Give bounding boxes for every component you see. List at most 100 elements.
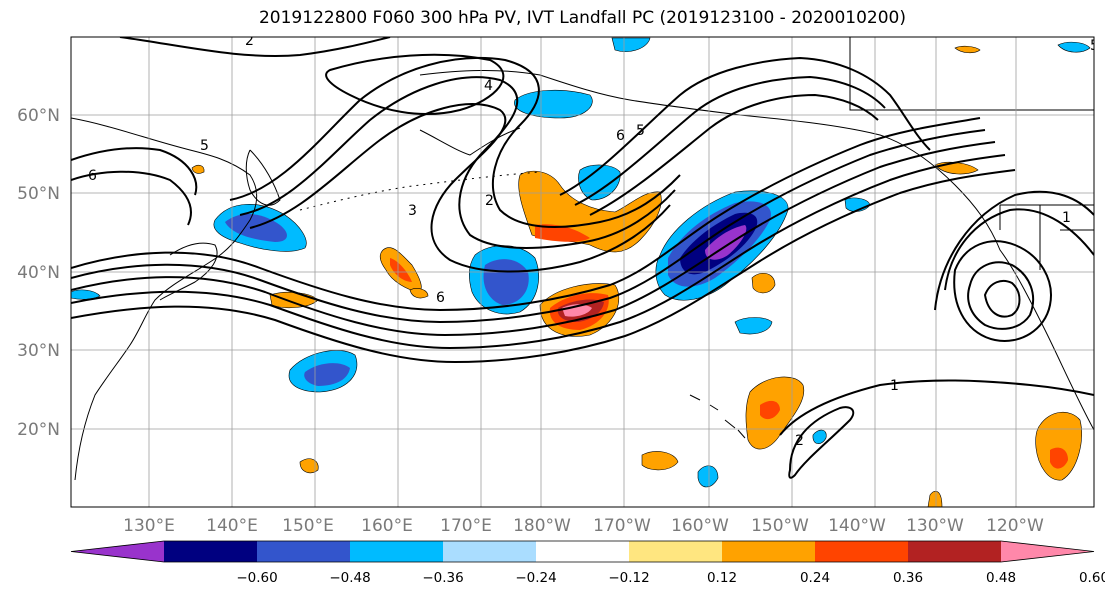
pv-closed-north [325, 53, 505, 116]
pv-trough-1 [249, 103, 671, 273]
contour-label-11: 5 [1090, 38, 1099, 54]
pv-trough-3 [229, 56, 681, 228]
positive-anomaly-small-2 [409, 288, 429, 299]
colorbar-segment [443, 541, 536, 562]
colorbar-tick-label: 0.24 [800, 570, 830, 586]
anomaly-shading [71, 37, 1091, 507]
contour-labels: 1 2 2 2 3 4 5 6 6 5 5 6 1 [88, 33, 1099, 449]
lon-label-140e: 140°E [206, 516, 258, 536]
contour-label-6: 4 [484, 78, 493, 94]
positive-anomaly-small-5 [751, 272, 776, 294]
pv-contour-west-2 [71, 170, 192, 226]
pv-contours [71, 37, 1094, 479]
colorbar-segment [71, 541, 164, 562]
positive-anomaly-east-core [1050, 447, 1068, 469]
colorbar-tick-label: −0.24 [515, 570, 556, 586]
pv-trough-2 [239, 76, 676, 249]
negative-anomaly-small-1 [578, 164, 621, 201]
lon-label-150e: 150°E [282, 516, 334, 536]
positive-anomaly-small-7 [299, 458, 319, 474]
coastline-bering [419, 127, 521, 156]
negative-anomaly-small-5 [812, 429, 827, 444]
lon-label-120w: 120°W [986, 516, 1044, 536]
colorbar-tick-label: −0.12 [608, 570, 649, 586]
colorbar-tick-label: 0.12 [707, 570, 737, 586]
lat-label-40n: 40°N [17, 263, 60, 283]
positive-anomaly-small-6 [641, 451, 679, 471]
positive-anomaly-trough-core [535, 224, 590, 242]
lon-label-170w: 170°W [593, 516, 651, 536]
pv-ridge-1 [559, 56, 931, 196]
colorbar-segment [350, 541, 443, 562]
coastline-us-states [999, 204, 1094, 270]
coastline-aleutians [299, 171, 541, 211]
coastline-asia [71, 117, 258, 481]
pv-contour-east-wave [944, 208, 1094, 291]
map-frame [70, 36, 1095, 508]
pv-contour-east-closed-3 [983, 279, 1021, 318]
positive-anomaly-south-core [760, 400, 780, 420]
negative-anomaly-small-6 [697, 465, 719, 488]
latitude-labels: 60°N 50°N 40°N 30°N 20°N [17, 106, 60, 440]
pv-contour-2-south [788, 406, 855, 479]
colorbar: −0.60 −0.48 −0.36 −0.24 −0.12 0.12 0.24 0.36 0.4… [70, 540, 1105, 586]
pv-contour-2 [71, 129, 986, 324]
colorbar-segment [1001, 541, 1094, 562]
lon-label-170e: 170°E [440, 516, 492, 536]
contour-label-3: 2 [485, 193, 494, 209]
colorbar-tick-label: 0.60 [1079, 570, 1105, 586]
lat-label-60n: 60°N [17, 106, 60, 126]
negative-anomaly-small-8 [1057, 41, 1091, 53]
contour-label-2: 2 [795, 433, 804, 449]
contour-label-4: 2 [245, 33, 254, 49]
coastline-kamchatka [245, 149, 281, 206]
colorbar-segment [257, 541, 350, 562]
coastline-north-america-border [849, 37, 1094, 111]
pv-contour-5 [71, 169, 1016, 364]
coastline-hawaii [689, 394, 746, 439]
pv-contour-4 [71, 154, 1006, 350]
contour-label-9: 6 [436, 290, 445, 306]
colorbar-outline [70, 540, 1095, 563]
negative-anomaly-north [514, 89, 593, 119]
contour-label-13: 1 [1062, 210, 1071, 226]
contour-label-8: 6 [88, 168, 97, 184]
pv-upper-band [119, 37, 391, 57]
pv-ridge-2 [574, 75, 886, 206]
colorbar-segment [722, 541, 815, 562]
contour-label-10: 5 [636, 123, 645, 139]
map-title: 2019122800 F060 300 hPa PV, IVT Landfall… [258, 8, 906, 28]
pv-contour-east-closed-1 [953, 240, 1052, 342]
colorbar-segment [908, 541, 1001, 562]
longitude-labels: 130°E 140°E 150°E 160°E 170°E 180°W 170°… [123, 516, 1044, 536]
positive-anomaly-small-8 [927, 490, 943, 507]
colorbar-tick-label: 0.36 [893, 570, 923, 586]
pv-contour-1 [71, 117, 981, 312]
positive-anomaly-west-1-core [390, 258, 412, 282]
pv-contour-3 [71, 141, 996, 337]
colorbar-tick-label: −0.48 [329, 570, 370, 586]
lon-label-150w: 150°W [751, 516, 809, 536]
lon-label-160e: 160°E [361, 516, 413, 536]
gridlines [71, 37, 1094, 507]
positive-anomaly-small-9 [954, 45, 981, 54]
contour-label-7: 5 [200, 138, 209, 154]
colorbar-segment [629, 541, 722, 562]
negative-anomaly-southwest-core [304, 363, 350, 386]
colorbar-tick-label: −0.60 [236, 570, 277, 586]
colorbar-segment [536, 541, 629, 562]
negative-anomaly-top [611, 37, 651, 52]
lon-label-130w: 130°W [906, 516, 964, 536]
lat-label-20n: 20°N [17, 420, 60, 440]
colorbar-tick-label: 0.48 [986, 570, 1016, 586]
pv-ridge-3 [589, 93, 879, 216]
lon-label-140w: 140°W [828, 516, 886, 536]
contour-label-5: 3 [408, 203, 417, 219]
colorbar-tick-label: −0.36 [422, 570, 463, 586]
pv-contour-east-wave-2 [934, 190, 1094, 311]
colorbar-segment [164, 541, 257, 562]
pv-contour-east-closed-2 [967, 261, 1035, 330]
negative-anomaly-east-peak [705, 225, 747, 260]
lon-label-180w: 180°W [513, 516, 571, 536]
